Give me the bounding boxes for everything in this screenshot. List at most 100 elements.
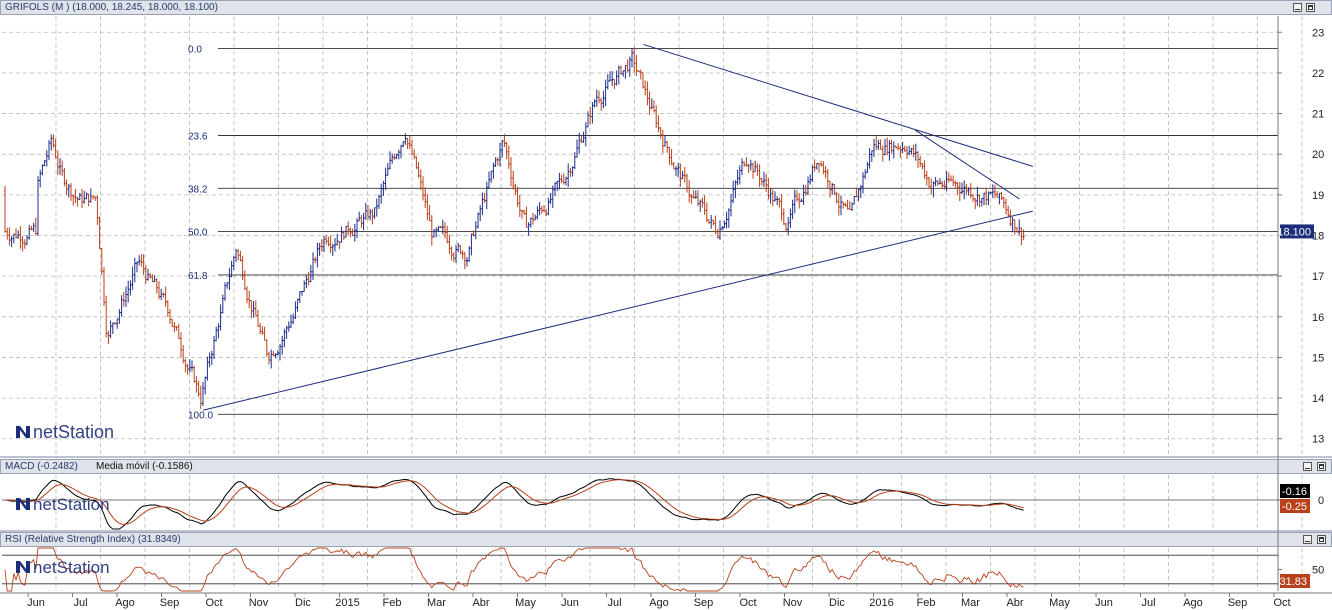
ohlc-bar bbox=[923, 160, 926, 179]
ohlc-bar bbox=[261, 326, 264, 335]
ohlc-bar bbox=[395, 153, 398, 160]
ohlc-bar bbox=[461, 250, 464, 260]
ohlc-bar bbox=[250, 299, 253, 319]
fib-level-label: 38.2 bbox=[188, 184, 208, 195]
ohlc-bar bbox=[419, 169, 422, 190]
ohlc-bar bbox=[296, 298, 299, 312]
ohlc-bar bbox=[465, 257, 469, 267]
trendline bbox=[914, 129, 1020, 200]
ohlc-bar bbox=[927, 176, 931, 188]
ohlc-bar bbox=[1009, 209, 1012, 227]
ohlc-bar bbox=[25, 235, 29, 246]
ohlc-bar bbox=[903, 145, 906, 153]
ohlc-bar bbox=[69, 183, 73, 201]
ohlc-bar bbox=[872, 139, 876, 157]
ohlc-bar bbox=[648, 91, 651, 115]
minimize-icon[interactable] bbox=[1303, 462, 1312, 471]
ohlc-bar bbox=[153, 275, 156, 283]
maximize-icon[interactable] bbox=[1306, 3, 1315, 12]
ohlc-bar bbox=[179, 332, 183, 358]
ohlc-bar bbox=[463, 251, 466, 270]
fib-level-label: 100.0 bbox=[188, 410, 213, 421]
ohlc-bar bbox=[85, 192, 88, 200]
ohlc-bar bbox=[349, 227, 352, 238]
ohlc-bar bbox=[780, 194, 783, 221]
ohlc-bar bbox=[716, 228, 719, 239]
ohlc-bar bbox=[162, 292, 165, 298]
ohlc-bar bbox=[212, 335, 216, 360]
ohlc-bar bbox=[534, 214, 537, 221]
ohlc-bar bbox=[892, 141, 895, 159]
ohlc-bar bbox=[311, 252, 315, 281]
time-tick-label: Jun bbox=[561, 597, 579, 609]
ohlc-bar bbox=[496, 157, 499, 166]
ohlc-bar bbox=[857, 188, 860, 202]
ohlc-bar bbox=[74, 188, 77, 204]
ohlc-bar bbox=[52, 134, 55, 148]
ohlc-bar bbox=[371, 209, 374, 225]
ohlc-bar bbox=[712, 219, 715, 226]
ohlc-bar bbox=[958, 182, 961, 202]
ohlc-bar bbox=[80, 188, 84, 209]
ohlc-bar bbox=[912, 144, 915, 158]
ohlc-bar bbox=[83, 190, 86, 204]
ohlc-bar bbox=[960, 182, 964, 194]
ohlc-bar bbox=[718, 220, 722, 240]
maximize-icon[interactable] bbox=[1317, 462, 1326, 471]
ohlc-bar bbox=[879, 139, 882, 150]
ohlc-bar bbox=[586, 111, 590, 128]
rsi-value-tag: 31.83 bbox=[1279, 574, 1310, 588]
ohlc-bar bbox=[28, 224, 31, 240]
ohlc-bar bbox=[875, 136, 878, 151]
ohlc-bar bbox=[437, 226, 440, 232]
last-price-tag-text: 18.100 bbox=[1277, 226, 1311, 238]
ohlc-bar bbox=[353, 223, 356, 242]
netstation-logo-text: netStation bbox=[33, 422, 114, 442]
ohlc-bar bbox=[215, 326, 218, 342]
ohlc-bar bbox=[604, 79, 607, 107]
ohlc-bar bbox=[305, 275, 308, 289]
ohlc-bar bbox=[100, 247, 103, 275]
ohlc-bar bbox=[34, 217, 37, 236]
price-panel-header: GRIFOLS (M ) (18.000, 18.245, 18.000, 18… bbox=[0, 0, 1332, 15]
ohlc-bar bbox=[813, 159, 816, 172]
ohlc-bar bbox=[804, 184, 807, 197]
ohlc-bar bbox=[105, 295, 108, 338]
ohlc-bar bbox=[729, 194, 733, 217]
ohlc-bar bbox=[113, 322, 117, 326]
ohlc-bar bbox=[985, 187, 988, 206]
rsi-title: RSI (Relative Strength Index) (31.8349) bbox=[5, 534, 181, 545]
ohlc-bar bbox=[487, 171, 491, 189]
ohlc-bar bbox=[454, 244, 458, 263]
ohlc-bar bbox=[182, 345, 185, 364]
ohlc-bar bbox=[358, 211, 361, 222]
ohlc-bar bbox=[881, 145, 884, 162]
ohlc-bar bbox=[265, 339, 268, 357]
ohlc-bar bbox=[50, 134, 53, 151]
ohlc-bar bbox=[421, 176, 425, 201]
ohlc-bar bbox=[998, 192, 1001, 205]
ohlc-bar bbox=[485, 181, 488, 210]
ohlc-bar bbox=[393, 154, 396, 161]
maximize-icon[interactable] bbox=[1317, 535, 1326, 544]
ohlc-bar bbox=[901, 142, 904, 154]
minimize-icon[interactable] bbox=[1303, 535, 1312, 544]
macd-value-tag-text: -0.16 bbox=[1282, 486, 1307, 498]
ohlc-bar bbox=[294, 301, 297, 320]
ohlc-bar bbox=[252, 301, 255, 318]
ohlc-bar bbox=[538, 202, 541, 216]
ohlc-bar bbox=[369, 208, 372, 221]
ohlc-bar bbox=[457, 242, 460, 253]
time-tick-label: Ago bbox=[649, 597, 669, 609]
ohlc-bar bbox=[798, 193, 801, 209]
price-tick-label: 23 bbox=[1312, 27, 1324, 39]
ohlc-bar bbox=[278, 343, 282, 361]
minimize-icon[interactable] bbox=[1293, 3, 1302, 12]
ohlc-bar bbox=[545, 209, 548, 217]
ohlc-bar bbox=[298, 291, 301, 304]
ohlc-bar bbox=[472, 230, 475, 237]
time-tick-label: Oct bbox=[739, 597, 756, 609]
price-bars bbox=[3, 47, 1025, 409]
fibonacci-retracement: 0.0 23.6 38.2 50.0 61.8 100.0 bbox=[188, 45, 1278, 421]
